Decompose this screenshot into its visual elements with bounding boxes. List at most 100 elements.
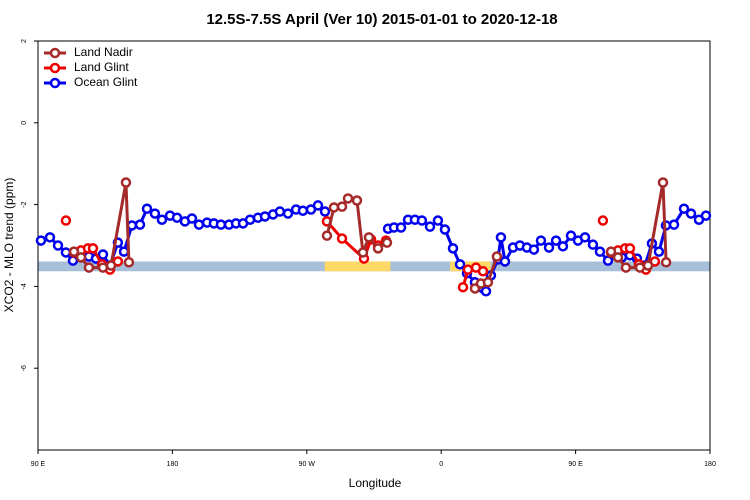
x-tick-label: 180	[167, 461, 179, 468]
data-point	[60, 215, 72, 226]
data-point	[215, 219, 227, 230]
data-point	[477, 266, 489, 277]
data-point	[624, 243, 636, 254]
data-point	[642, 260, 654, 271]
x-tick-label: 90 E	[568, 461, 583, 468]
chart-title: 12.5S-7.5S April (Ver 10) 2015-01-01 to …	[206, 11, 557, 28]
data-point	[597, 215, 609, 226]
data-point	[44, 232, 56, 243]
data-point	[156, 214, 168, 225]
data-point	[543, 242, 555, 253]
data-point	[118, 246, 130, 257]
legend-marker	[49, 62, 61, 74]
data-point	[685, 208, 697, 219]
data-point	[141, 203, 153, 214]
data-point	[372, 243, 384, 254]
data-point	[587, 239, 599, 250]
data-point	[52, 240, 64, 251]
data-point	[432, 215, 444, 226]
data-point	[312, 200, 324, 211]
data-point	[480, 286, 492, 297]
data-point	[495, 232, 507, 243]
data-point	[120, 177, 132, 188]
y-tick-label: -4	[21, 283, 28, 289]
data-point	[171, 212, 183, 223]
data-point	[274, 206, 286, 217]
data-point	[357, 247, 369, 258]
data-point	[491, 251, 503, 262]
data-point	[321, 230, 333, 241]
data-point	[620, 262, 632, 273]
data-point	[193, 219, 205, 230]
data-point	[149, 208, 161, 219]
y-tick-label: -6	[21, 365, 28, 371]
y-axis-label: XCO2 - MLO trend (ppm)	[2, 178, 16, 313]
data-point	[363, 232, 375, 243]
data-point	[259, 211, 271, 222]
data-point	[87, 243, 99, 254]
data-point	[528, 244, 540, 255]
data-point	[535, 235, 547, 246]
data-point	[97, 249, 109, 260]
data-point	[336, 233, 348, 244]
data-point	[68, 246, 80, 257]
data-point	[319, 206, 331, 217]
data-point	[282, 208, 294, 219]
data-point	[550, 235, 562, 246]
data-point	[424, 221, 436, 232]
data-point	[67, 255, 79, 266]
data-point	[35, 235, 47, 246]
data-point	[668, 219, 680, 230]
data-point	[381, 237, 393, 248]
data-point	[297, 205, 309, 216]
data-point	[97, 262, 109, 273]
x-axis-label: Longitude	[349, 476, 402, 490]
legend-label: Ocean Glint	[74, 75, 138, 89]
data-point	[660, 257, 672, 268]
x-tick-label: 180	[704, 461, 716, 468]
plot-frame	[37, 40, 711, 451]
data-point	[579, 232, 591, 243]
data-point	[447, 243, 459, 254]
data-point	[439, 224, 451, 235]
data-point	[105, 260, 117, 271]
data-point	[457, 281, 469, 293]
data-point	[700, 210, 712, 221]
data-point	[75, 252, 87, 263]
data-point	[653, 246, 665, 257]
data-point	[634, 262, 646, 273]
data-point	[123, 257, 135, 268]
x-tick-label: 0	[439, 461, 443, 468]
data-point	[565, 230, 577, 241]
x-tick-label: 90 E	[31, 461, 46, 468]
data-point	[336, 201, 348, 212]
data-point	[612, 252, 624, 263]
data-point	[454, 259, 466, 270]
data-point	[83, 262, 95, 273]
y-tick-label: 2	[21, 39, 28, 43]
data-point	[557, 241, 569, 252]
data-point	[462, 264, 474, 275]
data-point	[186, 213, 198, 224]
y-tick-label: 0	[21, 121, 28, 125]
data-point	[342, 193, 354, 204]
data-point	[482, 277, 494, 288]
data-point	[657, 177, 669, 188]
legend-marker	[49, 77, 61, 89]
data-point	[605, 246, 617, 257]
y-tick-label: -2	[21, 201, 28, 207]
data-point	[499, 256, 511, 267]
data-point	[416, 215, 428, 226]
highlight-band	[324, 261, 391, 272]
data-point	[395, 222, 407, 233]
data-point	[60, 247, 72, 258]
legend-label: Land Nadir	[74, 45, 133, 59]
legend-marker	[49, 47, 61, 59]
legend-label: Land Glint	[74, 60, 129, 74]
data-point	[351, 195, 363, 206]
data-point	[328, 202, 340, 213]
data-point	[594, 246, 606, 257]
data-point	[134, 219, 146, 230]
x-tick-label: 90 W	[299, 461, 316, 468]
